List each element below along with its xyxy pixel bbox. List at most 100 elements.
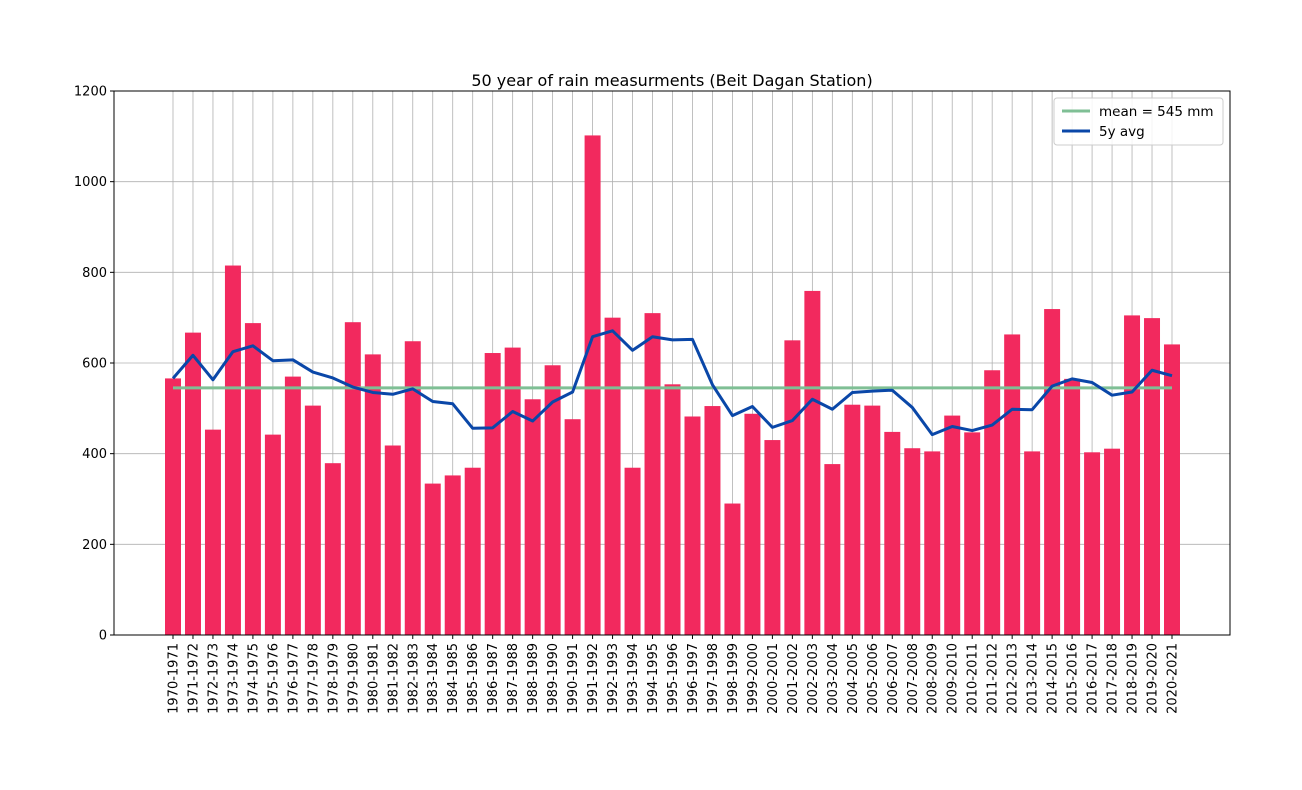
x-tick-label: 1987-1988: [506, 643, 521, 714]
bar: [1164, 344, 1180, 635]
x-tick-label: 1989-1990: [546, 643, 561, 714]
x-tick-label: 1971-1972: [186, 643, 201, 714]
x-tick-label: 1977-1978: [306, 643, 321, 714]
bar: [165, 378, 181, 635]
x-tick-label: 1983-1984: [426, 643, 441, 714]
bar: [204, 429, 221, 635]
x-tick-label: 1974-1975: [246, 643, 261, 714]
x-tick-label: 2008-2009: [926, 643, 941, 714]
bar: [404, 341, 421, 635]
x-tick-label: 2004-2005: [846, 643, 861, 714]
legend: mean = 545 mm 5y avg: [1053, 97, 1224, 146]
x-tick-label: 1973-1974: [226, 643, 241, 714]
bar: [1044, 309, 1061, 635]
x-tick-label: 1981-1982: [386, 643, 401, 714]
x-tick-label: 1980-1981: [366, 643, 381, 714]
x-tick-label: 2016-2017: [1086, 643, 1101, 714]
bar: [664, 384, 681, 635]
bar: [384, 445, 401, 635]
y-tick-label: 1000: [74, 175, 107, 190]
x-tick-label: 1972-1973: [206, 643, 221, 714]
bar: [184, 332, 201, 635]
x-tick-label: 1996-1997: [686, 643, 701, 714]
bar: [344, 322, 361, 635]
bar: [324, 463, 341, 635]
lines-layer: [171, 329, 1173, 437]
bar: [684, 416, 701, 635]
bar: [764, 440, 781, 635]
x-tick-label: 1982-1983: [406, 643, 421, 714]
y-tick-label: 1200: [74, 85, 107, 100]
x-tick-label: 2014-2015: [1046, 643, 1061, 714]
x-tick-label: 1991-1992: [586, 643, 601, 714]
bar: [964, 432, 981, 635]
bar: [484, 353, 501, 635]
bar: [524, 399, 541, 635]
bar: [904, 448, 921, 635]
x-tick-label: 1985-1986: [466, 643, 481, 714]
bar: [804, 290, 821, 635]
bar: [884, 431, 901, 635]
bar: [264, 434, 281, 635]
x-tick-label: 1970-1971: [167, 643, 182, 714]
bar: [984, 370, 1001, 635]
x-tick-label: 1993-1994: [626, 643, 641, 714]
x-tick-label: 2019-2020: [1146, 643, 1161, 714]
bar: [224, 265, 241, 635]
bar: [504, 347, 521, 635]
x-tick-label: 1995-1996: [666, 643, 681, 714]
x-tick-label: 2010-2011: [966, 643, 981, 714]
bar: [864, 405, 881, 635]
x-tick-label: 1990-1991: [566, 643, 581, 714]
x-tick-label: 2009-2010: [946, 643, 961, 714]
bar: [424, 483, 441, 635]
bar: [644, 313, 661, 635]
bar: [584, 135, 601, 635]
x-tick-label: 1992-1993: [606, 643, 621, 714]
y-tick-label: 0: [99, 629, 107, 644]
bar: [944, 415, 961, 635]
y-tick-label: 200: [82, 538, 107, 553]
bars-layer: [165, 135, 1180, 635]
y-axis: 0 200 400 600 800 1000 1200: [74, 85, 114, 644]
bar: [1084, 452, 1101, 635]
bar: [1144, 318, 1161, 635]
x-tick-label: 2017-2018: [1106, 643, 1121, 714]
bar: [604, 317, 621, 635]
x-tick-label: 2015-2016: [1066, 643, 1081, 714]
bar: [444, 475, 461, 635]
x-tick-label: 2012-2013: [1006, 643, 1021, 714]
bar: [724, 503, 741, 635]
bar: [784, 340, 801, 635]
bar: [744, 413, 761, 635]
x-tick-label: 2020-2021: [1166, 643, 1181, 714]
y-tick-label: 400: [82, 447, 107, 462]
x-tick-label: 1975-1976: [266, 643, 281, 714]
bar: [244, 323, 261, 635]
x-tick-label: 1984-1985: [446, 643, 461, 714]
x-tick-label: 1988-1989: [526, 643, 541, 714]
x-tick-label: 2006-2007: [886, 643, 901, 714]
x-tick-label: 2002-2003: [806, 643, 821, 714]
bar: [624, 467, 641, 635]
x-tick-label: 2000-2001: [766, 643, 781, 714]
bar: [844, 404, 861, 635]
legend-mean-label: mean = 545 mm: [1099, 104, 1214, 120]
x-tick-label: 1978-1979: [326, 643, 341, 714]
bar: [304, 405, 321, 635]
chart-title: 50 year of rain measurments (Beit Dagan …: [471, 71, 872, 90]
bar: [364, 354, 381, 635]
bar: [1104, 448, 1121, 635]
bar: [1064, 378, 1081, 635]
x-tick-label: 1997-1998: [706, 643, 721, 714]
x-tick-label: 1999-2000: [746, 643, 761, 714]
bar: [284, 376, 301, 635]
legend-avg-label: 5y avg: [1099, 124, 1145, 140]
avg-series-line: [171, 329, 1173, 437]
x-tick-label: 1979-1980: [346, 643, 361, 714]
bar: [1024, 451, 1041, 635]
bar: [544, 365, 561, 635]
x-tick-label: 1976-1977: [286, 643, 301, 714]
bar: [824, 464, 841, 635]
